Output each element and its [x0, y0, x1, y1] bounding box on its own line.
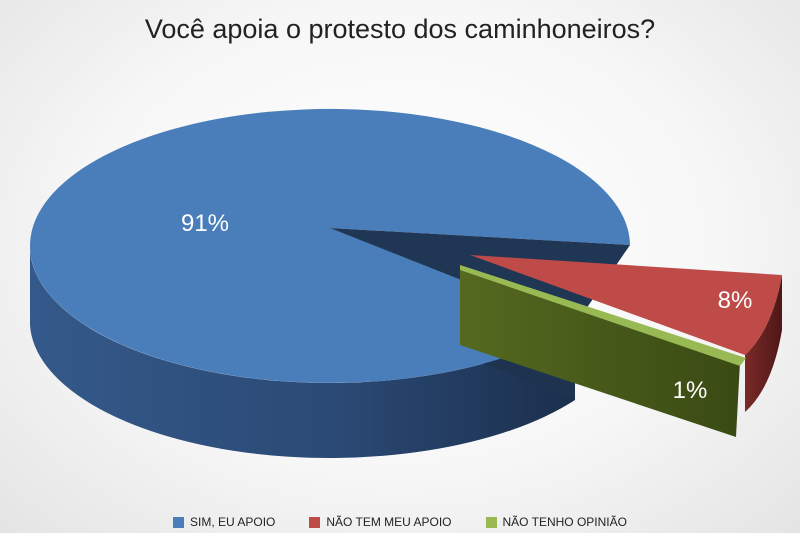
- slice-nao-tenho-opiniao-top: [460, 265, 746, 366]
- legend-item-sim-eu-apoio: SIM, EU APOIO: [173, 515, 275, 529]
- legend-item-nao-tem-meu-apoio: NÃO TEM MEU APOIO: [309, 515, 452, 529]
- chart-title: Você apoia o protesto dos caminhoneiros?: [144, 14, 656, 44]
- label-nao-tenho-opiniao: 1%: [673, 377, 708, 404]
- slice-sim-eu-apoio-side: [30, 250, 575, 459]
- legend-label: NÃO TENHO OPINIÃO: [502, 515, 627, 529]
- legend-swatch-green: [485, 516, 497, 528]
- slice-nao-tem-meu-apoio-side: [745, 275, 782, 412]
- legend-label: NÃO TEM MEU APOIO: [326, 515, 452, 529]
- chart-legend: SIM, EU APOIO NÃO TEM MEU APOIO NÃO TENH…: [0, 512, 800, 532]
- label-nao-tem-meu-apoio: 8%: [718, 287, 753, 314]
- slice-nao-tem-meu-apoio-top: [470, 255, 782, 355]
- legend-swatch-red: [309, 516, 321, 528]
- legend-swatch-blue: [173, 516, 185, 528]
- slice-nao-tenho-opiniao-side: [460, 268, 740, 437]
- label-sim-eu-apoio: 91%: [181, 210, 229, 237]
- legend-label: SIM, EU APOIO: [190, 515, 276, 529]
- legend-item-nao-tenho-opiniao: NÃO TENHO OPINIÃO: [485, 515, 627, 529]
